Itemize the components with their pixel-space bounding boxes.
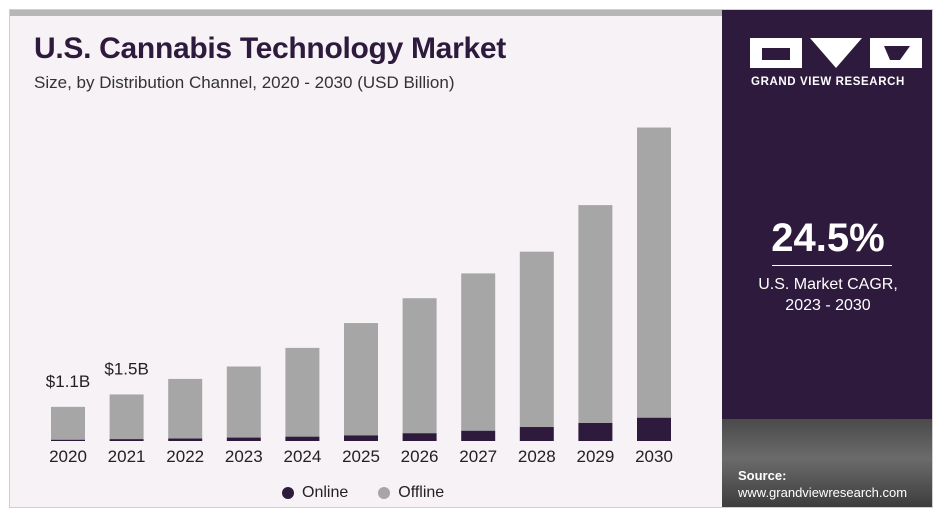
bar-online-2029 <box>578 422 613 441</box>
x-tick-label-2025: 2025 <box>342 447 380 466</box>
bar-online-2026 <box>402 433 437 441</box>
x-tick-label-2030: 2030 <box>635 447 673 466</box>
x-tick-label-2029: 2029 <box>576 447 614 466</box>
bar-online-2028 <box>519 427 554 441</box>
legend-swatch-online <box>282 487 294 499</box>
bar-offline-2027 <box>461 273 496 431</box>
grand-view-research-logo <box>750 38 922 68</box>
bar-online-2022 <box>168 438 203 441</box>
x-tick-label-2024: 2024 <box>283 447 321 466</box>
bar-online-2020 <box>51 439 85 441</box>
bar-online-2027 <box>461 430 496 441</box>
bar-chart: 2020 2021 2022 2023 2024 2025 2026 2027 2028 2029… <box>46 127 673 466</box>
bar-online-2025 <box>344 435 378 441</box>
legend-item-offline: Offline <box>378 484 444 502</box>
cagr-value: 24.5% <box>771 216 885 260</box>
bar-online-2023 <box>226 437 261 441</box>
data-label-2020: $1.1B <box>46 372 90 391</box>
bar-offline-2024 <box>285 347 320 437</box>
chart-title: U.S. Cannabis Technology Market <box>34 32 506 65</box>
decorative-grid-background <box>722 419 932 507</box>
bar-offline-2020 <box>51 406 85 440</box>
x-tick-label-2022: 2022 <box>166 447 204 466</box>
bar-online-2030 <box>637 417 671 441</box>
cagr-label: U.S. Market CAGR, 2023 - 2030 <box>722 274 932 316</box>
x-tick-label-2023: 2023 <box>225 447 263 466</box>
data-label-2021: $1.5B <box>104 359 148 378</box>
info-panel: GRAND VIEW RESEARCH 24.5% U.S. Market CA… <box>722 10 932 507</box>
bar-offline-2028 <box>519 251 554 428</box>
chart-panel: U.S. Cannabis Technology Market Size, by… <box>10 10 722 507</box>
bar-offline-2029 <box>578 205 613 423</box>
source-url: www.grandviewresearch.com <box>738 485 908 500</box>
cagr-divider <box>772 265 892 266</box>
source-label: Source: <box>738 468 787 483</box>
bar-offline-2030 <box>637 127 671 418</box>
chart-frame: U.S. Cannabis Technology Market Size, by… <box>9 9 933 508</box>
cagr-label-line1: U.S. Market CAGR, <box>758 276 898 293</box>
legend-label-online: Online <box>302 484 349 501</box>
x-tick-label-2021: 2021 <box>108 447 146 466</box>
x-tick-label-2027: 2027 <box>459 447 497 466</box>
legend-item-online: Online <box>282 484 348 502</box>
bar-offline-2021 <box>109 394 144 440</box>
source-note: Source: www.grandviewresearch.com <box>738 467 907 501</box>
bar-online-2021 <box>109 439 144 441</box>
x-tick-label-2026: 2026 <box>401 447 439 466</box>
legend-label-offline: Offline <box>398 484 445 501</box>
bar-offline-2026 <box>402 298 437 434</box>
bar-offline-2025 <box>344 323 378 436</box>
bar-offline-2023 <box>226 366 261 438</box>
x-tick-label-2028: 2028 <box>518 447 556 466</box>
brand-name: GRAND VIEW RESEARCH <box>751 76 905 88</box>
bar-online-2024 <box>285 436 320 441</box>
legend: Online Offline <box>282 484 444 502</box>
legend-swatch-offline <box>378 487 391 499</box>
bar-offline-2022 <box>168 378 203 439</box>
top-rule <box>10 10 722 16</box>
cagr-label-line2: 2023 - 2030 <box>785 297 871 314</box>
chart-subtitle: Size, by Distribution Channel, 2020 - 20… <box>34 73 455 92</box>
x-tick-label-2020: 2020 <box>49 447 87 466</box>
